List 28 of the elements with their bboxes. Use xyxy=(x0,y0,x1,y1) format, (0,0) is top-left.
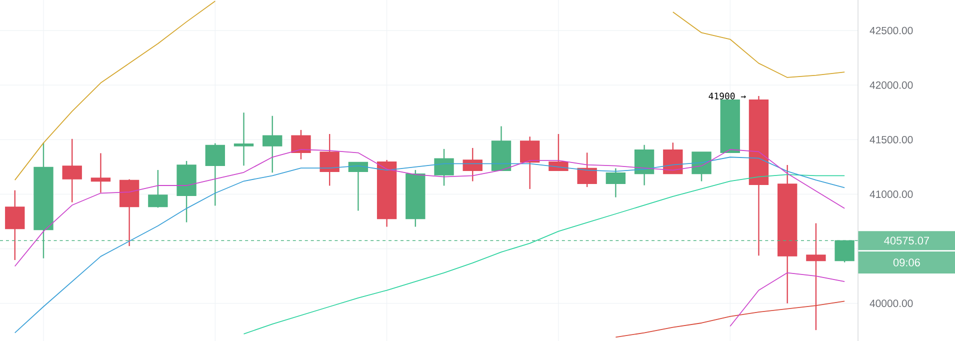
candlestick xyxy=(434,148,454,186)
candlestick xyxy=(606,168,626,198)
candlestick xyxy=(663,142,683,174)
y-tick-label: 40000.00 xyxy=(870,300,913,308)
candlestick xyxy=(262,115,282,174)
annotation: 41900 → xyxy=(708,92,746,100)
candlestick xyxy=(234,112,254,166)
candlestick xyxy=(62,138,82,203)
text: 09:06 xyxy=(893,258,920,266)
line-series xyxy=(730,272,846,327)
candlestick xyxy=(692,151,712,182)
candlestick xyxy=(320,133,340,186)
candlestick xyxy=(806,222,826,331)
candlestick xyxy=(148,169,168,208)
candlestick xyxy=(90,152,111,194)
y-tick-label: 41000.00 xyxy=(870,190,913,198)
candlestick xyxy=(462,147,482,182)
candlestick xyxy=(5,190,25,261)
ref-line-label: 40575.07 xyxy=(884,236,930,244)
y-tick-label: 42000.00 xyxy=(870,81,913,89)
candlestick xyxy=(291,129,311,160)
candlestick xyxy=(520,136,540,190)
candlestick xyxy=(634,144,654,186)
candlestick xyxy=(548,133,568,172)
candlestick xyxy=(205,142,225,206)
candlestick xyxy=(577,152,597,188)
y-tick-label: 42500.00 xyxy=(870,26,913,34)
y-tick-label: 41500.00 xyxy=(870,136,913,144)
